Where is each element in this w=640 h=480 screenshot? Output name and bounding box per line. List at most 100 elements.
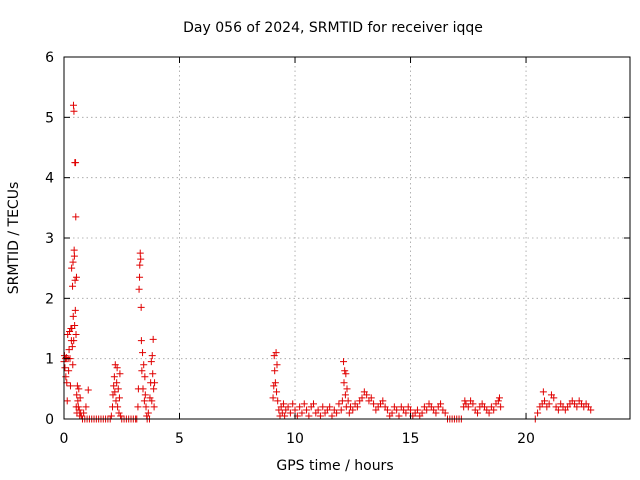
- data-point: [319, 403, 327, 411]
- data-point: [341, 391, 349, 399]
- data-point: [274, 397, 282, 405]
- x-tick-label: 20: [517, 431, 535, 447]
- data-point: [70, 337, 78, 345]
- data-point: [76, 394, 84, 402]
- data-point: [75, 406, 83, 414]
- data-point: [150, 385, 158, 393]
- data-point: [113, 379, 121, 387]
- data-point: [70, 252, 78, 260]
- data-point: [305, 412, 313, 420]
- data-point: [269, 394, 277, 402]
- data-point: [139, 385, 147, 393]
- data-point: [134, 403, 142, 411]
- data-point: [289, 400, 297, 408]
- data-point: [363, 391, 371, 399]
- data-point: [326, 403, 334, 411]
- data-point: [469, 400, 477, 408]
- data-point: [111, 361, 119, 369]
- data-point: [73, 382, 81, 390]
- data-point: [144, 409, 152, 417]
- data-point: [112, 397, 120, 405]
- data-point: [140, 397, 148, 405]
- data-point: [71, 276, 79, 284]
- data-point: [490, 406, 498, 414]
- data-point: [353, 403, 361, 411]
- data-point: [150, 403, 158, 411]
- data-point: [328, 412, 336, 420]
- data-point: [379, 397, 387, 405]
- data-point: [65, 367, 73, 375]
- data-point: [341, 367, 349, 375]
- data-point: [279, 400, 287, 408]
- data-point: [271, 367, 279, 375]
- data-point: [310, 400, 318, 408]
- data-point: [69, 282, 77, 290]
- data-point: [115, 409, 123, 417]
- data-point: [437, 400, 445, 408]
- data-point: [395, 412, 403, 420]
- axis-ticks: 0 5 10 15 20 0 1 2 3 4 5 6: [45, 50, 630, 447]
- plot-frame: [63, 56, 631, 420]
- data-point: [84, 386, 92, 394]
- data-point: [82, 403, 90, 411]
- data-point: [342, 370, 350, 378]
- data-point: [573, 403, 581, 411]
- data-point: [296, 403, 304, 411]
- data-point: [141, 391, 149, 399]
- data-point: [432, 409, 440, 417]
- data-point: [137, 303, 145, 311]
- data-point: [136, 261, 144, 269]
- data-point: [271, 379, 279, 387]
- data-point: [117, 412, 125, 420]
- data-point: [314, 406, 322, 414]
- data-point: [286, 409, 294, 417]
- data-point: [497, 403, 505, 411]
- data-point: [441, 409, 449, 417]
- data-point: [109, 391, 117, 399]
- data-point: [141, 373, 149, 381]
- data-point: [72, 159, 80, 167]
- data-point: [298, 409, 306, 417]
- data-point: [148, 352, 156, 360]
- data-point: [71, 306, 79, 314]
- data-point: [136, 273, 144, 281]
- y-tick-label: 2: [45, 291, 54, 307]
- y-tick-label: 4: [45, 171, 54, 187]
- data-point: [534, 409, 542, 417]
- data-point: [587, 406, 595, 414]
- data-point: [113, 364, 121, 372]
- data-point: [115, 394, 123, 402]
- data-point: [340, 379, 348, 387]
- x-axis-label: GPS time / hours: [276, 458, 393, 474]
- data-point: [388, 409, 396, 417]
- data-point: [149, 335, 157, 343]
- data-point: [345, 409, 353, 417]
- data-point: [137, 255, 145, 263]
- data-point: [70, 246, 78, 254]
- x-tick-label: 15: [402, 431, 420, 447]
- data-point: [74, 403, 82, 411]
- data-point: [464, 403, 472, 411]
- data-point: [114, 385, 122, 393]
- data-point: [495, 394, 503, 402]
- data-point: [541, 397, 549, 405]
- data-point: [65, 346, 73, 354]
- data-point: [80, 409, 88, 417]
- data-point: [407, 406, 415, 414]
- data-point: [136, 249, 144, 257]
- x-tick-label: 5: [175, 431, 184, 447]
- data-point: [316, 412, 324, 420]
- y-tick-label: 0: [45, 412, 54, 428]
- data-point: [151, 379, 159, 387]
- data-point: [333, 409, 341, 417]
- data-point: [69, 361, 77, 369]
- data-point: [413, 406, 421, 414]
- data-point: [110, 382, 118, 390]
- data-point: [69, 312, 77, 320]
- data-point: [72, 331, 80, 339]
- data-point: [494, 397, 502, 405]
- data-point: [148, 397, 156, 405]
- data-point: [423, 406, 431, 414]
- data-point: [70, 107, 78, 115]
